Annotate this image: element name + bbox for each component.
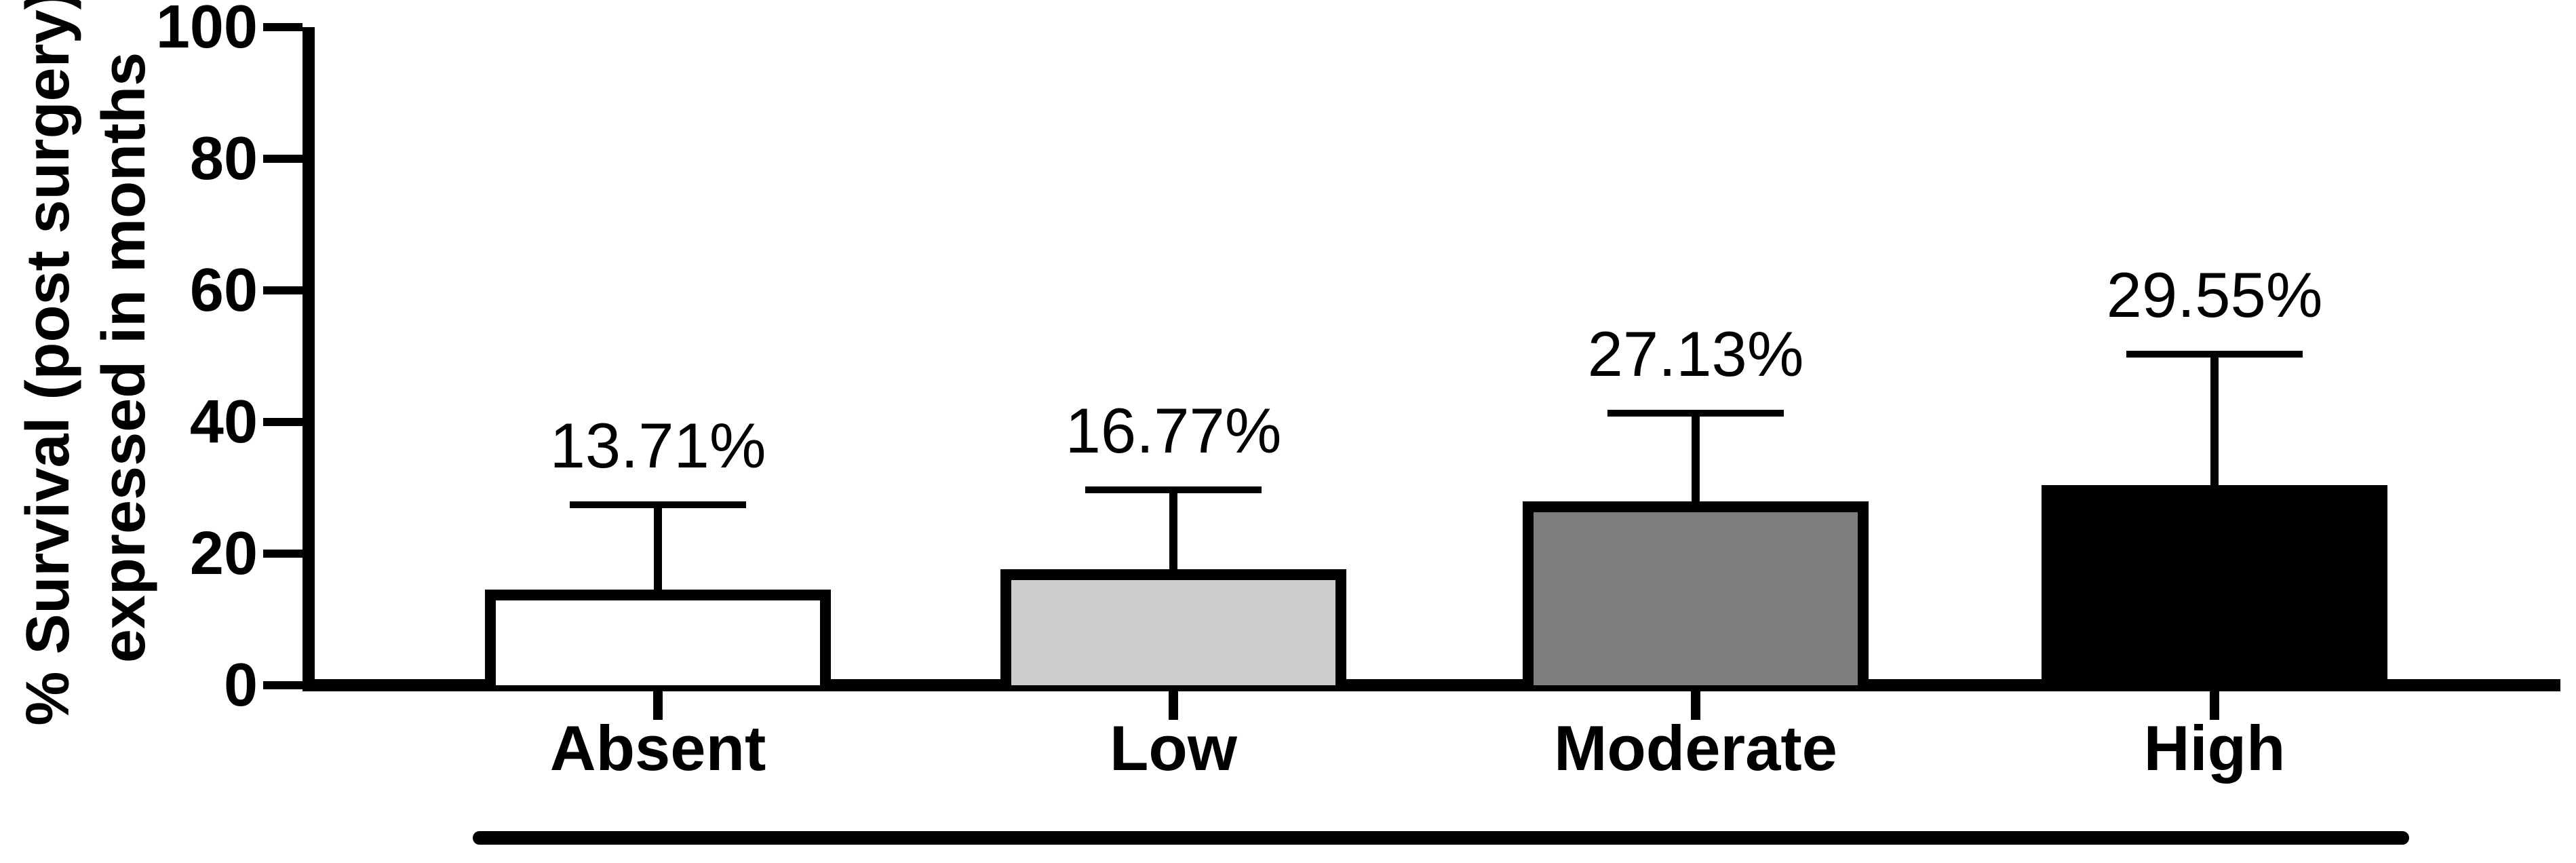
x-axis-tick <box>2210 691 2219 720</box>
x-axis-tick <box>1691 691 1700 720</box>
y-axis-title-line-1: % Survival (post surgery) <box>14 0 82 726</box>
value-label: 27.13% <box>1587 318 1804 390</box>
y-axis-tick <box>263 418 303 426</box>
x-axis-line <box>303 679 2560 691</box>
y-axis-title: % Survival (post surgery) expressed in m… <box>10 0 166 748</box>
error-bar-stem <box>654 505 662 605</box>
y-axis-tick-label: 20 <box>189 520 258 588</box>
category-label-absent: Absent <box>549 712 766 784</box>
y-axis-tick-label: 100 <box>155 0 258 61</box>
y-axis-tick-label: 0 <box>223 651 258 719</box>
bar-moderate <box>1523 501 1869 685</box>
bar-absent <box>485 590 831 685</box>
y-axis-tick-label: 80 <box>189 125 258 193</box>
y-axis-tick <box>263 155 303 163</box>
y-axis-tick <box>263 550 303 558</box>
value-label: 29.55% <box>2106 259 2323 331</box>
error-bar-cap <box>1607 410 1784 417</box>
error-bar-stem <box>2210 354 2219 501</box>
comparison-bracket <box>473 831 2409 845</box>
x-axis-tick <box>1169 691 1178 720</box>
error-bar-stem <box>1692 413 1700 516</box>
error-bar-cap <box>2126 351 2303 358</box>
value-label: 16.77% <box>1065 394 1282 466</box>
error-bar-cap <box>1085 486 1262 493</box>
y-axis-tick <box>263 23 303 31</box>
category-label-low: Low <box>1110 712 1237 784</box>
category-label-high: High <box>2143 712 2286 784</box>
error-bar-cap <box>570 501 746 509</box>
value-label: 13.71% <box>549 410 766 482</box>
y-axis-tick <box>263 286 303 294</box>
bar-high <box>2042 485 2387 685</box>
x-axis-tick <box>653 691 663 720</box>
y-axis-tick-label: 60 <box>189 256 258 324</box>
bar-low <box>1000 569 1346 685</box>
y-axis-title-line-2: expressed in months <box>90 52 158 664</box>
error-bar-stem <box>1169 489 1177 585</box>
y-axis-tick-label: 40 <box>189 388 258 456</box>
y-axis-line <box>303 27 315 691</box>
category-label-moderate: Moderate <box>1554 712 1837 784</box>
y-axis-tick <box>263 681 303 689</box>
